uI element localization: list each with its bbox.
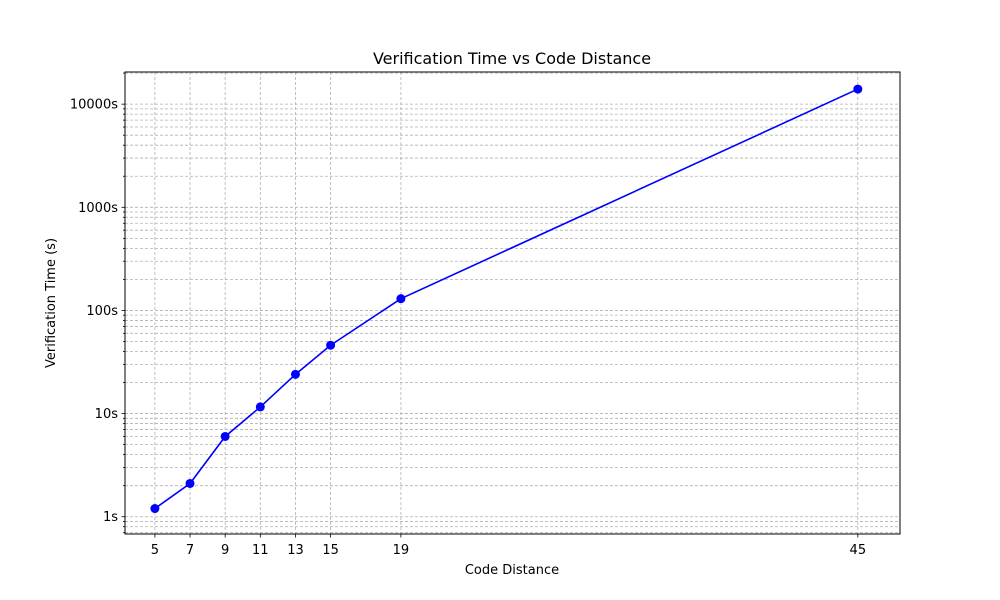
grid-lines — [125, 72, 900, 534]
x-axis-label: Code Distance — [465, 563, 559, 578]
data-point — [220, 431, 230, 441]
x-tick-label: 7 — [186, 543, 194, 558]
data-point — [185, 478, 195, 488]
data-point — [150, 504, 160, 514]
x-axis-ticks: 5 7 9 11 13 15 19 45 — [151, 534, 866, 558]
x-tick-label: 9 — [221, 543, 229, 558]
x-tick-label: 45 — [850, 543, 867, 558]
series-group — [150, 84, 863, 514]
x-tick-label: 13 — [287, 543, 304, 558]
data-point — [326, 340, 336, 350]
y-axis-ticks: 1s 10s 100s 1000s 10000s — [70, 72, 125, 534]
data-point — [396, 294, 406, 304]
data-point — [290, 369, 300, 379]
y-axis-label: Verification Time (s) — [44, 238, 59, 368]
y-tick-label: 1000s — [78, 201, 118, 216]
x-tick-label: 15 — [322, 543, 339, 558]
y-tick-label: 100s — [86, 304, 118, 319]
x-tick-label: 5 — [151, 543, 159, 558]
y-tick-label: 1s — [103, 510, 118, 525]
y-tick-label: 10000s — [70, 98, 118, 113]
x-tick-label: 19 — [393, 543, 410, 558]
x-tick-label: 11 — [252, 543, 269, 558]
y-tick-label: 10s — [95, 407, 119, 422]
data-point — [853, 84, 863, 94]
chart-title: Verification Time vs Code Distance — [373, 49, 651, 68]
plot-frame — [124, 71, 901, 535]
series-line — [154, 88, 859, 510]
data-point — [255, 402, 265, 412]
